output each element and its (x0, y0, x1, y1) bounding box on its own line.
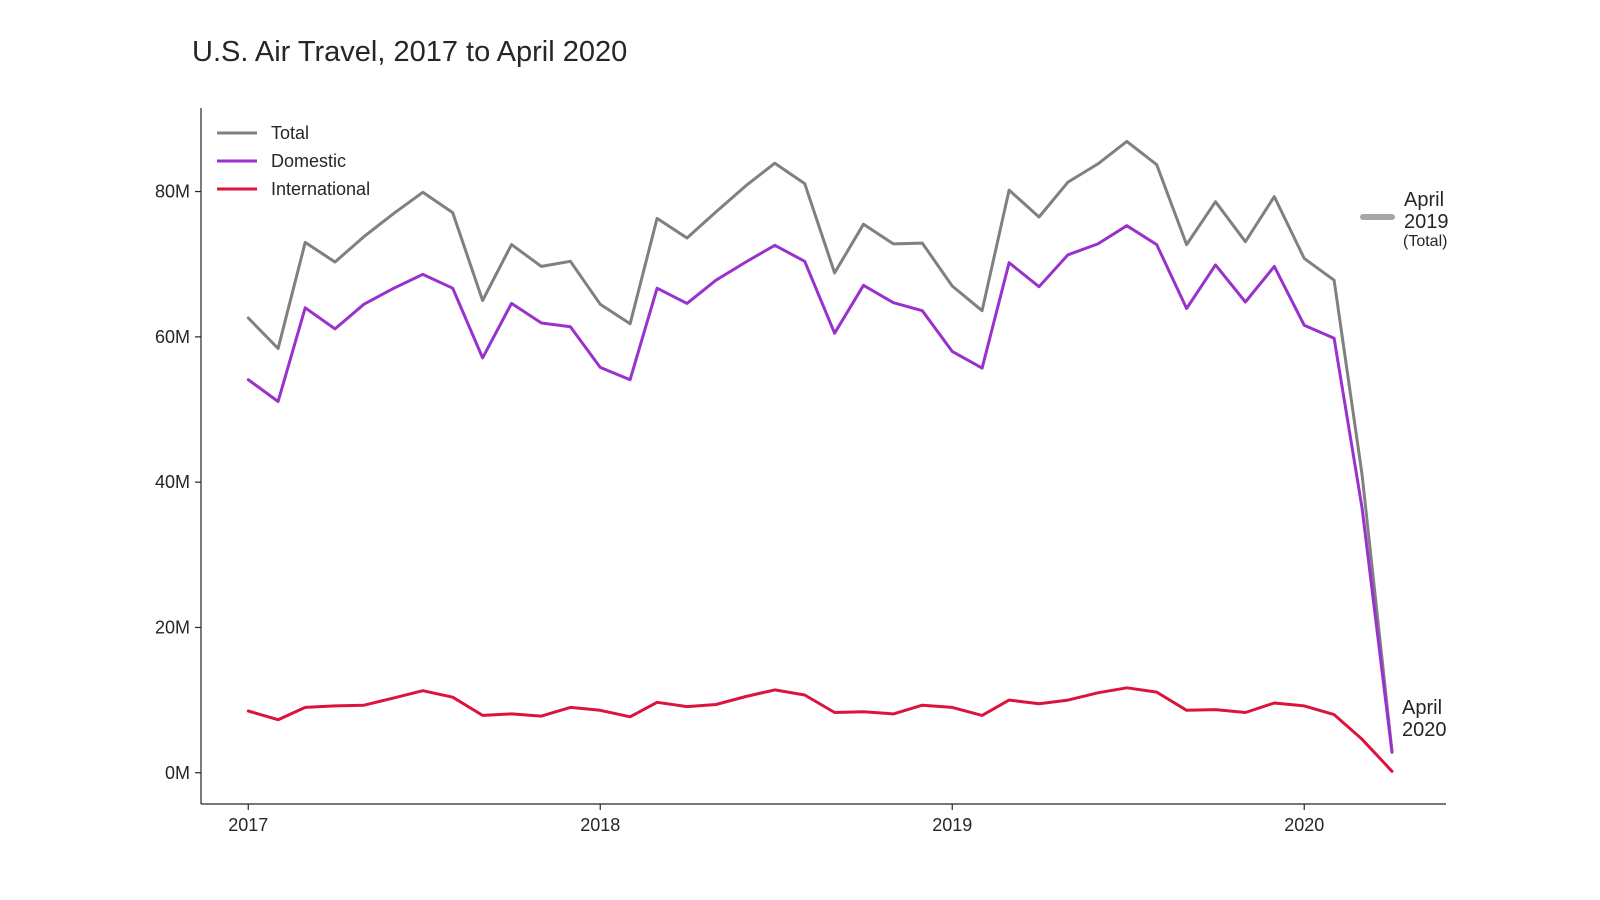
legend-label-international: International (271, 179, 370, 199)
series-line-total (246, 139, 1394, 753)
series-layer (246, 139, 1394, 773)
annotation-april-2019-line2: 2019 (1404, 211, 1449, 233)
series-line-international (246, 686, 1394, 773)
x-tick-label: 2017 (228, 815, 268, 835)
annotation-april-2020-line2: 2020 (1402, 719, 1447, 741)
chart-title: U.S. Air Travel, 2017 to April 2020 (192, 36, 628, 68)
legend-label-domestic: Domestic (271, 151, 346, 171)
y-tick-label: 0M (165, 763, 190, 783)
axes: 0M 20M 40M 60M 80M 2017 2018 2019 2020 (155, 108, 1446, 835)
y-tick-label: 60M (155, 327, 190, 347)
annotation-april-2019-line1: April (1404, 189, 1444, 211)
annotation-april-2020-line1: April (1402, 697, 1442, 719)
legend: Total Domestic International (217, 123, 370, 199)
x-tick-label: 2019 (932, 815, 972, 835)
annotation-april-2019-sub: (Total) (1403, 233, 1447, 250)
legend-label-total: Total (271, 123, 309, 143)
x-tick-label: 2018 (580, 815, 620, 835)
x-tick-label: 2020 (1284, 815, 1324, 835)
y-tick-label: 80M (155, 182, 190, 202)
series-line-domestic (246, 224, 1394, 754)
y-tick-label: 20M (155, 617, 190, 637)
y-tick-label: 40M (155, 472, 190, 492)
